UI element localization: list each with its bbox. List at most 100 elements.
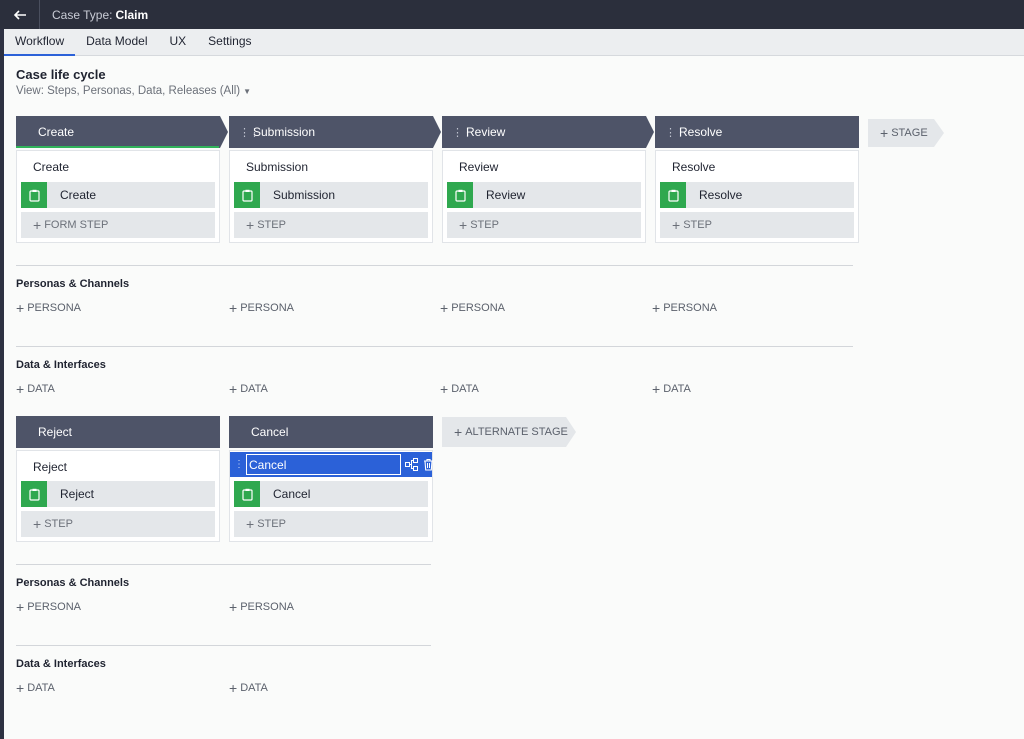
add-stage-button[interactable]: + STAGE <box>868 119 944 147</box>
add-alternate-stage-button[interactable]: + ALTERNATE STAGE <box>442 417 576 447</box>
flow-diagram-icon[interactable] <box>405 458 418 471</box>
add-persona-button[interactable]: + PERSONA <box>16 599 81 615</box>
add-persona-button[interactable]: + PERSONA <box>16 300 81 316</box>
add-data-button[interactable]: + DATA <box>16 381 55 397</box>
stage-card-create: Create Create + FORM STEP <box>16 150 220 243</box>
stage-name: Create <box>38 125 75 139</box>
active-stage-indicator <box>16 146 219 148</box>
add-step-label: STEP <box>470 219 499 231</box>
plus-icon: + <box>246 516 255 532</box>
add-data-button[interactable]: + DATA <box>16 680 55 696</box>
process-name-input[interactable] <box>246 454 401 475</box>
divider <box>16 564 431 565</box>
plus-icon: + <box>16 381 25 397</box>
tab-workflow[interactable]: Workflow <box>4 29 76 56</box>
drag-handle-icon[interactable]: ⋮⋮ <box>665 126 686 139</box>
stage-header-create[interactable]: Create <box>16 116 228 148</box>
stage-name: Review <box>466 125 506 139</box>
stage-card-submission: Submission Submission + STEP <box>229 150 433 243</box>
plus-icon: + <box>440 381 449 397</box>
trash-icon[interactable] <box>422 458 435 471</box>
personas-section-title: Personas & Channels <box>16 278 130 290</box>
caret-down-icon: ▼ <box>243 87 252 96</box>
stage-card-review: Review Review + STEP <box>442 150 646 243</box>
process-name[interactable]: Reject <box>33 460 68 474</box>
form-step-icon <box>21 182 47 208</box>
plus-icon: + <box>229 599 238 615</box>
add-persona-label: PERSONA <box>240 302 294 314</box>
step-row[interactable]: Review <box>447 182 641 208</box>
drag-handle-icon[interactable]: ⋮⋮ <box>452 126 472 139</box>
plus-icon: + <box>246 217 255 233</box>
alt-stage-header-reject[interactable]: Reject <box>16 416 220 448</box>
add-step-button[interactable]: + STEP <box>447 212 641 238</box>
stage-header-review[interactable]: ⋮⋮ Review <box>442 116 654 148</box>
add-step-button[interactable]: + STEP <box>660 212 854 238</box>
add-data-label: DATA <box>663 383 691 395</box>
step-row[interactable]: Reject <box>21 481 215 507</box>
form-step-icon <box>660 182 686 208</box>
add-step-button[interactable]: + STEP <box>234 212 428 238</box>
plus-icon: + <box>16 599 25 615</box>
tab-data-model[interactable]: Data Model <box>86 34 148 48</box>
plus-icon: + <box>16 680 25 696</box>
tab-bar: Workflow Data Model UX Settings <box>4 29 1024 56</box>
process-name[interactable]: Create <box>33 160 70 174</box>
add-persona-button[interactable]: + PERSONA <box>229 300 294 316</box>
divider <box>16 346 853 347</box>
alt-stage-card-cancel: ⋮⋮ Cancel +STEP <box>229 450 433 542</box>
plus-icon: + <box>454 424 463 440</box>
add-data-button[interactable]: + DATA <box>652 381 691 397</box>
plus-icon: + <box>229 381 238 397</box>
left-edge-strip <box>0 0 4 739</box>
case-type-label: Case Type: <box>52 7 113 22</box>
form-step-icon <box>447 182 473 208</box>
step-row[interactable]: Cancel <box>234 481 428 507</box>
drag-handle-icon[interactable]: ⋮⋮ <box>234 459 253 470</box>
add-step-label: STEP <box>257 518 286 530</box>
add-persona-button[interactable]: + PERSONA <box>229 599 294 615</box>
add-data-button[interactable]: + DATA <box>229 680 268 696</box>
add-persona-label: PERSONA <box>451 302 505 314</box>
step-row[interactable]: Resolve <box>660 182 854 208</box>
add-data-button[interactable]: + DATA <box>440 381 479 397</box>
add-data-label: DATA <box>240 383 268 395</box>
add-data-label: DATA <box>27 383 55 395</box>
add-data-button[interactable]: + DATA <box>229 381 268 397</box>
plus-icon: + <box>229 680 238 696</box>
top-bar: Case Type: Claim <box>0 0 1024 29</box>
stage-header-resolve[interactable]: ⋮⋮ Resolve <box>655 116 859 148</box>
step-row[interactable]: Create <box>21 182 215 208</box>
step-label: Cancel <box>273 487 311 501</box>
divider <box>16 645 431 646</box>
data-section-title: Data & Interfaces <box>16 658 106 670</box>
plus-icon: + <box>440 300 449 316</box>
tab-settings[interactable]: Settings <box>208 34 252 48</box>
step-row[interactable]: Submission <box>234 182 428 208</box>
add-persona-button[interactable]: + PERSONA <box>652 300 717 316</box>
add-step-label: STEP <box>257 219 286 231</box>
page-title: Case life cycle <box>16 67 106 82</box>
process-name[interactable]: Review <box>459 160 499 174</box>
view-selector[interactable]: View: Steps, Personas, Data, Releases (A… <box>16 85 251 97</box>
tab-ux[interactable]: UX <box>169 34 187 48</box>
step-label: Create <box>60 188 97 202</box>
process-name[interactable]: Resolve <box>672 160 716 174</box>
add-persona-button[interactable]: + PERSONA <box>440 300 505 316</box>
process-name[interactable]: Submission <box>246 160 309 174</box>
drag-handle-icon[interactable]: ⋮⋮ <box>239 126 259 139</box>
add-form-step-button[interactable]: + FORM STEP <box>21 212 215 238</box>
add-step-button[interactable]: + STEP <box>21 511 215 537</box>
add-step-button[interactable]: + STEP <box>234 511 428 537</box>
add-data-label: DATA <box>240 682 268 694</box>
back-button[interactable] <box>0 0 40 29</box>
plus-icon: + <box>880 125 889 141</box>
plus-icon: + <box>652 381 661 397</box>
plus-icon: + <box>229 300 238 316</box>
add-step-label: FORM STEP <box>44 219 109 231</box>
plus-icon: + <box>33 217 42 233</box>
stage-card-resolve: Resolve Resolve + STEP <box>655 150 859 243</box>
stage-header-submission[interactable]: ⋮⋮ Submission <box>229 116 441 148</box>
add-alt-stage-label: ALTERNATE STAGE <box>465 426 568 438</box>
alt-stage-header-cancel[interactable]: Cancel <box>229 416 433 448</box>
